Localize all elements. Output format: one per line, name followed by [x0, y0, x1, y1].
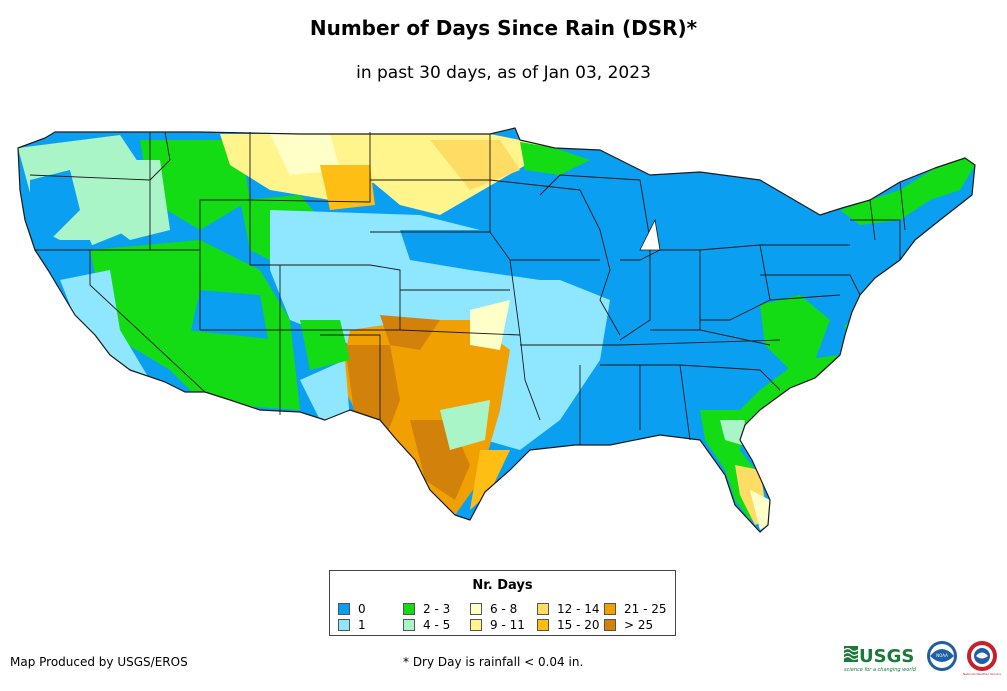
agency-logos: USGS science for a changing world NOAA N…: [843, 641, 1001, 676]
legend-item: > 25: [604, 618, 653, 632]
legend-item: 15 - 20: [537, 618, 600, 632]
legend-label: 1: [358, 618, 366, 632]
usgs-logo: USGS science for a changing world: [843, 646, 917, 673]
legend-item: 1: [338, 618, 366, 632]
legend-title: Nr. Days: [472, 578, 533, 593]
noaa-logo-text: NOAA: [936, 653, 948, 658]
legend-label: 6 - 8: [490, 602, 518, 616]
legend-item: 0: [338, 602, 366, 616]
us-map: [17, 127, 976, 533]
usgs-tagline: science for a changing world: [844, 667, 917, 673]
footnote-text: * Dry Day is rainfall < 0.04 in.: [403, 655, 584, 669]
credit-text: Map Produced by USGS/EROS: [10, 655, 188, 669]
nws-logo: National Weather Service: [963, 641, 1001, 676]
legend-item: 4 - 5: [403, 618, 450, 632]
noaa-logo: NOAA: [927, 641, 957, 671]
legend-label: 12 - 14: [557, 602, 600, 616]
legend-item: 6 - 8: [470, 602, 517, 616]
legend-item: 9 - 11: [470, 618, 525, 632]
legend-label: 9 - 11: [490, 618, 525, 632]
legend-label: 2 - 3: [423, 602, 451, 616]
legend-item: 21 - 25: [604, 602, 667, 616]
usgs-logo-text: USGS: [859, 646, 914, 667]
legend-item: 12 - 14: [537, 602, 600, 616]
map-subtitle: in past 30 days, as of Jan 03, 2023: [356, 63, 651, 83]
legend-label: 21 - 25: [624, 602, 667, 616]
legend-label: 4 - 5: [423, 618, 451, 632]
legend-item: 2 - 3: [403, 602, 450, 616]
legend-label: 15 - 20: [557, 618, 600, 632]
legend-label: 0: [358, 602, 366, 616]
legend: Nr. Days 0 1 2 - 3 4 - 5 6 - 8 9 - 11 12…: [329, 570, 676, 636]
map-title: Number of Days Since Rain (DSR)*: [309, 16, 698, 40]
nws-logo-text: National Weather Service: [963, 672, 1001, 676]
legend-label: > 25: [624, 618, 654, 632]
